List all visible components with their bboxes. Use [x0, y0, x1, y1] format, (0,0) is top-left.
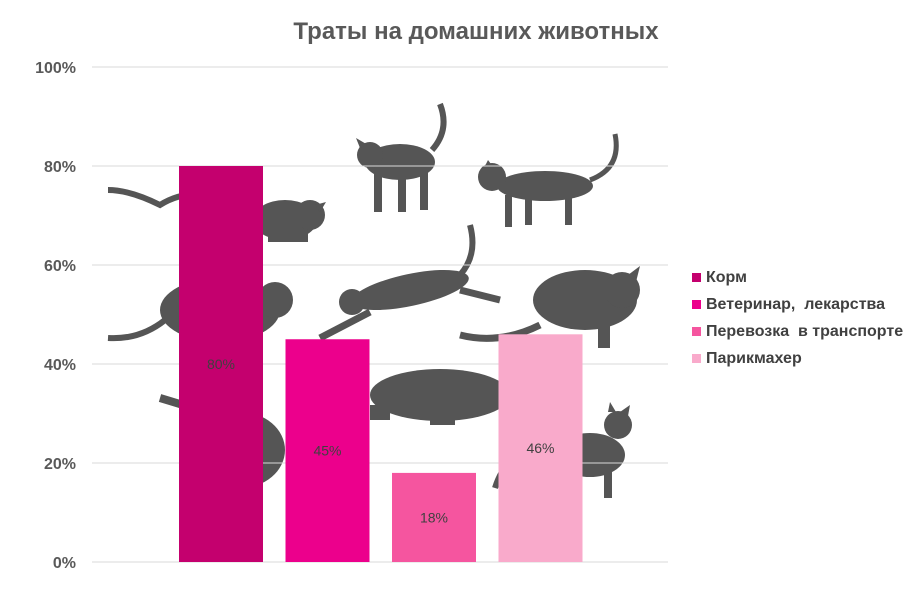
legend-label: Ветеринар, лекарства — [706, 295, 886, 313]
cat-silhouette — [356, 102, 447, 212]
legend-item: Парикмахер — [692, 345, 903, 372]
data-label: 45% — [313, 443, 341, 459]
legend: Корм Ветеринар, лекарства Перевозка в тран… — [692, 264, 903, 372]
legend-swatch — [692, 300, 701, 309]
bar — [179, 166, 263, 562]
legend-swatch — [692, 273, 701, 282]
data-label: 46% — [526, 440, 554, 456]
y-tick-label: 0% — [53, 555, 76, 572]
legend-item: Корм — [692, 264, 903, 291]
data-labels: 80% 45% 18% 46% — [207, 356, 555, 525]
cat-silhouette — [478, 133, 619, 227]
data-label: 18% — [420, 509, 448, 525]
y-axis-ticks: 0% 20% 40% 60% 80% 100% — [35, 60, 76, 572]
legend-label: Парикмахер — [706, 349, 802, 367]
y-tick-label: 40% — [44, 357, 76, 374]
legend-swatch — [692, 354, 701, 363]
data-label: 80% — [207, 356, 235, 372]
y-tick-label: 100% — [35, 60, 76, 77]
chart-title: Траты на домашних животных — [293, 18, 659, 45]
cat-silhouette — [318, 224, 501, 342]
legend-item: Перевозка в транспорте — [692, 318, 903, 345]
legend-item: Ветеринар, лекарства — [692, 291, 903, 318]
bar — [285, 339, 370, 562]
cat-silhouette — [459, 266, 640, 348]
cat-silhouette — [370, 369, 510, 425]
bar — [498, 334, 583, 562]
legend-swatch — [692, 327, 701, 336]
legend-label: Корм — [706, 268, 747, 286]
y-tick-label: 20% — [44, 456, 76, 473]
bar — [392, 472, 476, 562]
legend-label: Перевозка в транспорте — [706, 322, 904, 340]
y-tick-label: 80% — [44, 159, 76, 176]
y-tick-label: 60% — [44, 258, 76, 275]
bars — [179, 166, 583, 562]
